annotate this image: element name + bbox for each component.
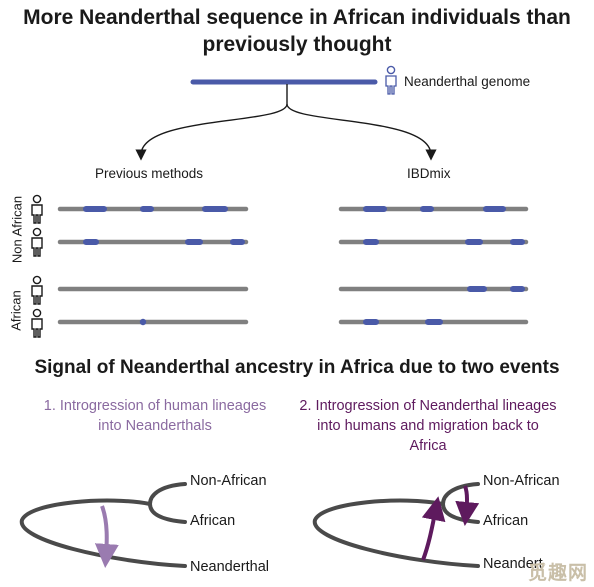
event2-text: 2. Introgression of Neanderthal lineages… <box>299 398 557 454</box>
tree1-label-african: African <box>190 513 236 529</box>
section-title: Signal of Neanderthal ancestry in Africa… <box>34 357 560 378</box>
figure-title: More Neanderthal sequence in African ind… <box>0 4 594 58</box>
tree-event1 <box>19 482 187 568</box>
event1-arrow <box>94 505 119 568</box>
event1-text: 1. Introgression of human lineages into … <box>43 398 267 434</box>
tree1-label-non-african: Non-African <box>190 473 267 489</box>
watermark-logo: 觅趣网 <box>528 558 588 585</box>
chromosomes-previous <box>57 206 249 326</box>
event2-arrow-down <box>455 485 480 526</box>
person-icons-groups <box>31 194 43 338</box>
chromosomes-ibdmix <box>338 206 529 325</box>
title-text: More Neanderthal sequence in African ind… <box>23 6 571 56</box>
person-icon <box>385 65 397 95</box>
event2-arrow-up <box>421 496 446 561</box>
tree1-label-neanderthal: Neanderthal <box>190 559 269 575</box>
genome-label: Neanderthal genome <box>404 74 531 89</box>
tree2-label-neanderthal: Neanderthal <box>483 556 543 572</box>
tree-event2 <box>312 482 480 568</box>
branch-arrows <box>135 84 437 161</box>
tree2-label-non-african: Non-African <box>483 473 560 489</box>
method-label-previous: Previous methods <box>95 166 204 181</box>
watermark-text: 觅趣网 <box>528 563 589 584</box>
method-label-ibdmix: IBDmix <box>407 166 451 181</box>
tree2-label-african: African <box>483 513 529 529</box>
